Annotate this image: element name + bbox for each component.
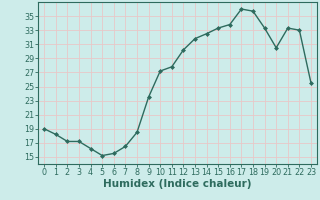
X-axis label: Humidex (Indice chaleur): Humidex (Indice chaleur) [103,179,252,189]
